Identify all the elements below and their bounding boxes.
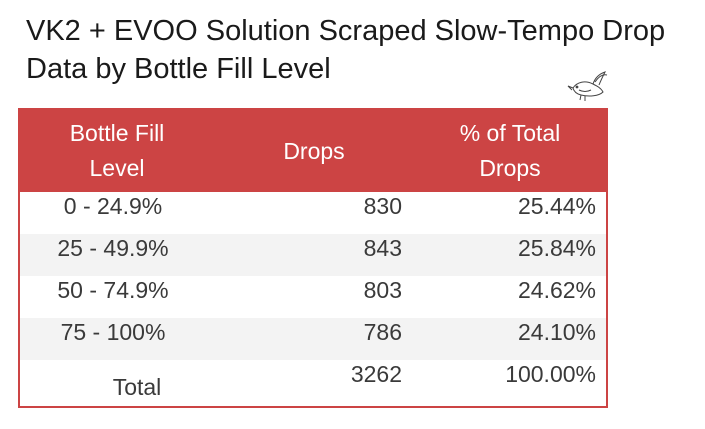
header-pct-line1: % of Total [459, 120, 561, 146]
cell-level: 0 - 24.9% [63, 193, 163, 219]
cell-percent: 25.84% [414, 234, 606, 276]
header-drops-label: Drops [283, 137, 345, 164]
bird-icon [567, 71, 608, 101]
cell-total-percent: 100.00% [505, 361, 596, 387]
cell-percent: 24.62% [517, 277, 596, 303]
cell-drops: 803 [363, 277, 402, 303]
header-drops: Drops [214, 110, 414, 192]
cell-total-label: Total [112, 374, 162, 400]
data-table: Bottle Fill Level Drops % of Total Drops… [18, 108, 608, 408]
table-row: 75 - 100% 786 24.10% [20, 318, 606, 360]
cell-level: 50 - 74.9% [57, 277, 169, 303]
header-level-line2: Level [89, 155, 145, 181]
cell-drops: 830 [363, 193, 402, 219]
table-header-row: Bottle Fill Level Drops % of Total Drops [20, 110, 606, 192]
cell-level: 75 - 100% [20, 318, 214, 360]
cell-percent: 25.44% [517, 193, 596, 219]
table-total-row: Total 3262 100.00% [20, 360, 606, 404]
cell-drops: 843 [214, 234, 414, 276]
cell-total-drops: 3262 [350, 361, 402, 387]
header-bottle-fill-level: Bottle Fill Level [20, 110, 214, 192]
header-percent-total: % of Total Drops [414, 110, 606, 192]
header-level-line1: Bottle Fill [69, 120, 165, 146]
chart-title: VK2 + EVOO Solution Scraped Slow-Tempo D… [26, 15, 666, 85]
cell-percent: 24.10% [414, 318, 606, 360]
header-pct-line2: Drops [479, 155, 541, 181]
table-row: 25 - 49.9% 843 25.84% [20, 234, 606, 276]
table-row: 50 - 74.9% 803 24.62% [20, 276, 606, 318]
cell-level: 25 - 49.9% [20, 234, 214, 276]
cell-drops: 786 [214, 318, 414, 360]
table-row: 0 - 24.9% 830 25.44% [20, 192, 606, 234]
